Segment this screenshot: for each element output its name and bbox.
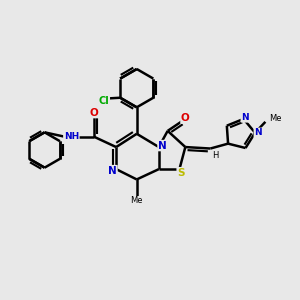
Text: N: N xyxy=(254,128,262,137)
Text: N: N xyxy=(158,141,167,151)
Text: O: O xyxy=(181,113,190,123)
Text: N: N xyxy=(108,166,117,176)
Text: Me: Me xyxy=(269,114,282,123)
Text: H: H xyxy=(212,151,219,160)
Text: S: S xyxy=(177,168,185,178)
Text: N: N xyxy=(241,113,249,122)
Text: Me: Me xyxy=(130,196,143,206)
Text: NH: NH xyxy=(64,132,79,141)
Text: Cl: Cl xyxy=(99,96,110,106)
Text: O: O xyxy=(90,108,98,118)
